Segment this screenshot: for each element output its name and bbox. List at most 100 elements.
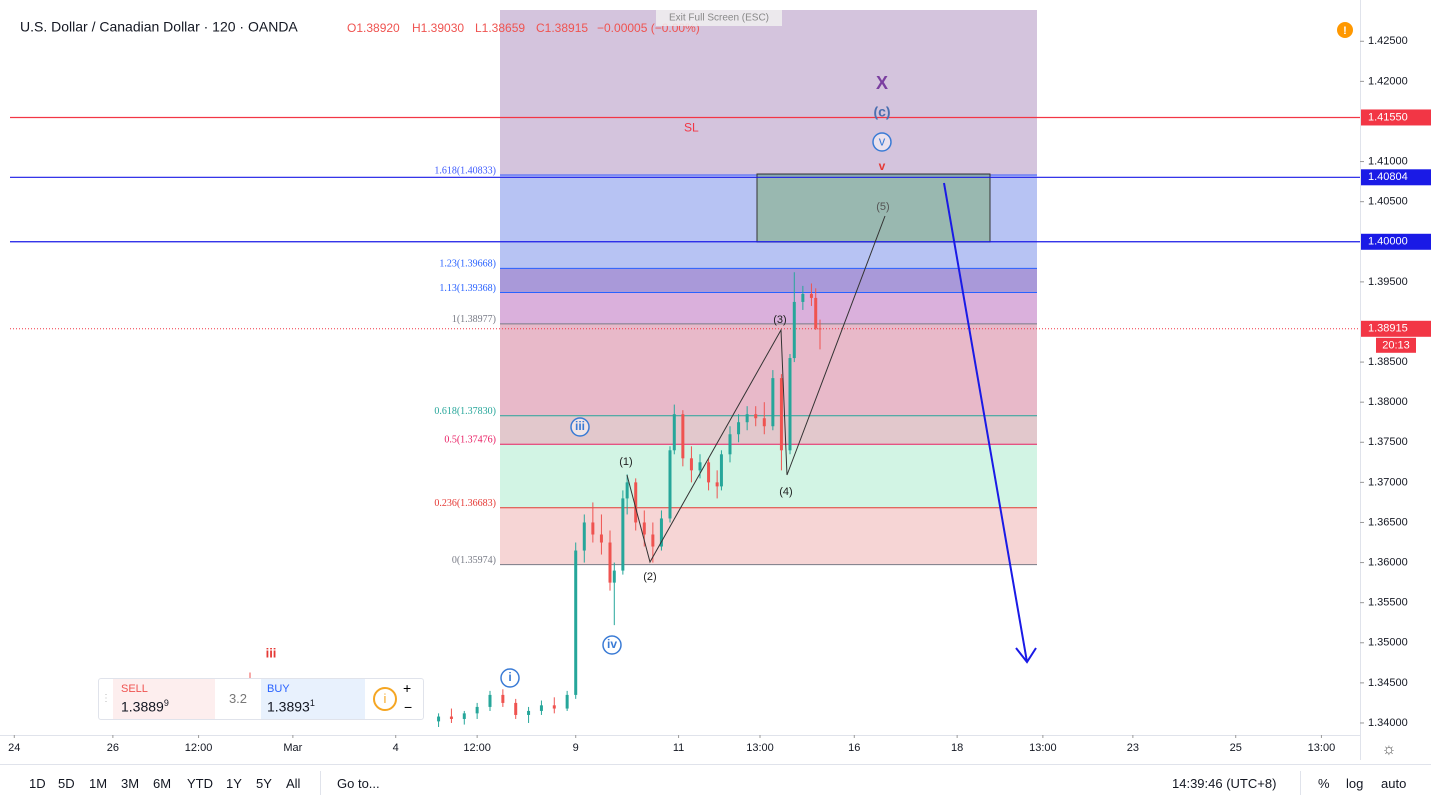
sell-label[interactable]: SELL bbox=[121, 683, 148, 695]
sell-price-main[interactable]: 1.3889 bbox=[121, 698, 164, 715]
plus-button[interactable]: + bbox=[403, 680, 412, 696]
price-line-text: SL bbox=[684, 121, 699, 135]
buy-pip[interactable]: 1 bbox=[309, 698, 315, 708]
candle-body bbox=[771, 378, 775, 427]
wave-label: (4) bbox=[779, 486, 792, 498]
candle-body bbox=[818, 328, 822, 330]
candle-body bbox=[681, 414, 685, 459]
drag-handle[interactable]: ⋮ bbox=[101, 693, 111, 704]
exit-fullscreen-button[interactable] bbox=[656, 10, 782, 26]
toolbar-button[interactable]: 5Y bbox=[256, 776, 272, 791]
buy-price-main[interactable]: 1.3893 bbox=[267, 698, 310, 715]
candle-body bbox=[801, 293, 805, 302]
wave-path bbox=[626, 215, 886, 564]
wave-label: (3) bbox=[773, 314, 786, 326]
candle-body bbox=[642, 522, 646, 535]
fib-level-label: 0(1.35974) bbox=[452, 555, 496, 566]
y-tick-label: 1.36000 bbox=[1368, 556, 1408, 568]
wave-label: iii bbox=[575, 419, 585, 433]
ohlc-high: H1.39030 bbox=[412, 21, 464, 35]
fib-zone bbox=[500, 292, 1037, 324]
price-badge-label: 1.40804 bbox=[1368, 171, 1408, 183]
candle-body bbox=[514, 702, 518, 715]
y-tick-label: 1.34500 bbox=[1368, 677, 1408, 689]
toolbar-button[interactable]: All bbox=[286, 776, 301, 791]
candle-body bbox=[565, 694, 569, 709]
toolbar-button[interactable]: 1M bbox=[89, 776, 108, 791]
candle-body bbox=[612, 570, 616, 583]
toolbar-button[interactable]: 3M bbox=[121, 776, 140, 791]
sell-pip[interactable]: 9 bbox=[163, 698, 169, 708]
fib-level-label: 1.13(1.39368) bbox=[439, 283, 496, 294]
y-tick-label: 1.42000 bbox=[1368, 75, 1408, 87]
ohlc-low: L1.38659 bbox=[475, 21, 525, 35]
candle-body bbox=[762, 418, 766, 427]
alert-icon[interactable] bbox=[1337, 22, 1353, 38]
alert-icon-glyph[interactable]: ! bbox=[1343, 25, 1347, 37]
candle-body bbox=[792, 301, 796, 359]
bottom-toolbar: Go to... 14:39:46 (UTC+8) 1D 5D 1M 3M 6M YTD 1… bbox=[0, 764, 1431, 803]
price-badge bbox=[1361, 320, 1431, 337]
candle-body bbox=[651, 534, 655, 547]
countdown-badge bbox=[1376, 337, 1416, 353]
y-tick-label: 1.37000 bbox=[1368, 476, 1408, 488]
background-layer: 1.618(1.40833) 1.23(1.39668) 1.13(1.39368)… bbox=[434, 10, 1037, 566]
x-tick-label: 13:00 bbox=[1029, 742, 1057, 754]
y-tick-label: 1.35500 bbox=[1368, 597, 1408, 609]
x-tick-label: Mar bbox=[283, 742, 302, 754]
toolbar-button[interactable]: auto bbox=[1381, 776, 1407, 791]
candle-body bbox=[788, 358, 792, 451]
toolbar-button[interactable]: log bbox=[1346, 776, 1364, 791]
info-button[interactable]: i bbox=[373, 687, 397, 711]
buy-price[interactable]: 1.38931 bbox=[267, 698, 315, 715]
buy-button[interactable]: BUY 1.38931 bbox=[261, 679, 365, 719]
candle-body bbox=[672, 414, 676, 451]
candle-body bbox=[539, 705, 543, 711]
candle-body bbox=[488, 694, 492, 707]
candle-body bbox=[689, 458, 693, 471]
toolbar-button[interactable]: 1Y bbox=[226, 776, 242, 791]
candle-body bbox=[719, 454, 723, 487]
chart: 1.618(1.40833) 1.23(1.39668) 1.13(1.39368)… bbox=[0, 0, 1431, 760]
minus-button[interactable]: − bbox=[404, 699, 413, 715]
x-tick-label: 16 bbox=[848, 742, 860, 754]
toolbar-button[interactable]: 1D bbox=[29, 776, 46, 791]
sell-price[interactable]: 1.38899 bbox=[121, 698, 169, 715]
separator bbox=[320, 771, 321, 795]
x-tick-label: 12:00 bbox=[463, 742, 491, 754]
fib-level-label: 1.618(1.40833) bbox=[434, 165, 496, 176]
toolbar-button[interactable]: 5D bbox=[58, 776, 75, 791]
wave-label: (5) bbox=[876, 201, 889, 213]
x-tick-label: 9 bbox=[573, 742, 579, 754]
toolbar-button[interactable]: 6M bbox=[153, 776, 172, 791]
x-tick-label: 13:00 bbox=[1308, 742, 1336, 754]
candle-body bbox=[621, 498, 625, 571]
goto-button[interactable]: Go to... bbox=[337, 776, 380, 791]
toolbar-button[interactable]: YTD bbox=[187, 776, 213, 791]
y-tick-label: 1.34000 bbox=[1368, 717, 1408, 729]
fib-level-label: 0.618(1.37830) bbox=[434, 406, 496, 417]
spread: 3.2 bbox=[228, 691, 248, 706]
fib-zone bbox=[500, 507, 1037, 565]
fib-level-label: 0.236(1.36683) bbox=[434, 498, 496, 509]
exit-fullscreen-label[interactable]: Exit Full Screen (ESC) bbox=[669, 13, 769, 24]
x-tick-label: 4 bbox=[393, 742, 399, 754]
price-badge bbox=[1361, 233, 1431, 250]
candle-body bbox=[437, 716, 441, 722]
x-tick-label: 13:00 bbox=[746, 742, 774, 754]
candle-body bbox=[698, 462, 702, 471]
wave-label: (2) bbox=[643, 571, 656, 583]
buy-label[interactable]: BUY bbox=[267, 683, 290, 695]
candle-body bbox=[449, 716, 453, 719]
toolbar-button[interactable]: % bbox=[1318, 776, 1330, 791]
candle-body bbox=[814, 297, 818, 329]
candle-body bbox=[715, 482, 719, 487]
sell-button[interactable]: SELL 1.38899 bbox=[113, 679, 215, 719]
price-badge-label: 1.38915 bbox=[1368, 323, 1408, 335]
price-axis-border bbox=[1360, 0, 1361, 760]
wave-label: v bbox=[879, 159, 886, 173]
target-box bbox=[756, 173, 991, 243]
settings-icon[interactable]: ☼ bbox=[1382, 741, 1397, 758]
candle-body bbox=[745, 414, 749, 423]
fib-level-label: 1(1.38977) bbox=[452, 314, 496, 325]
